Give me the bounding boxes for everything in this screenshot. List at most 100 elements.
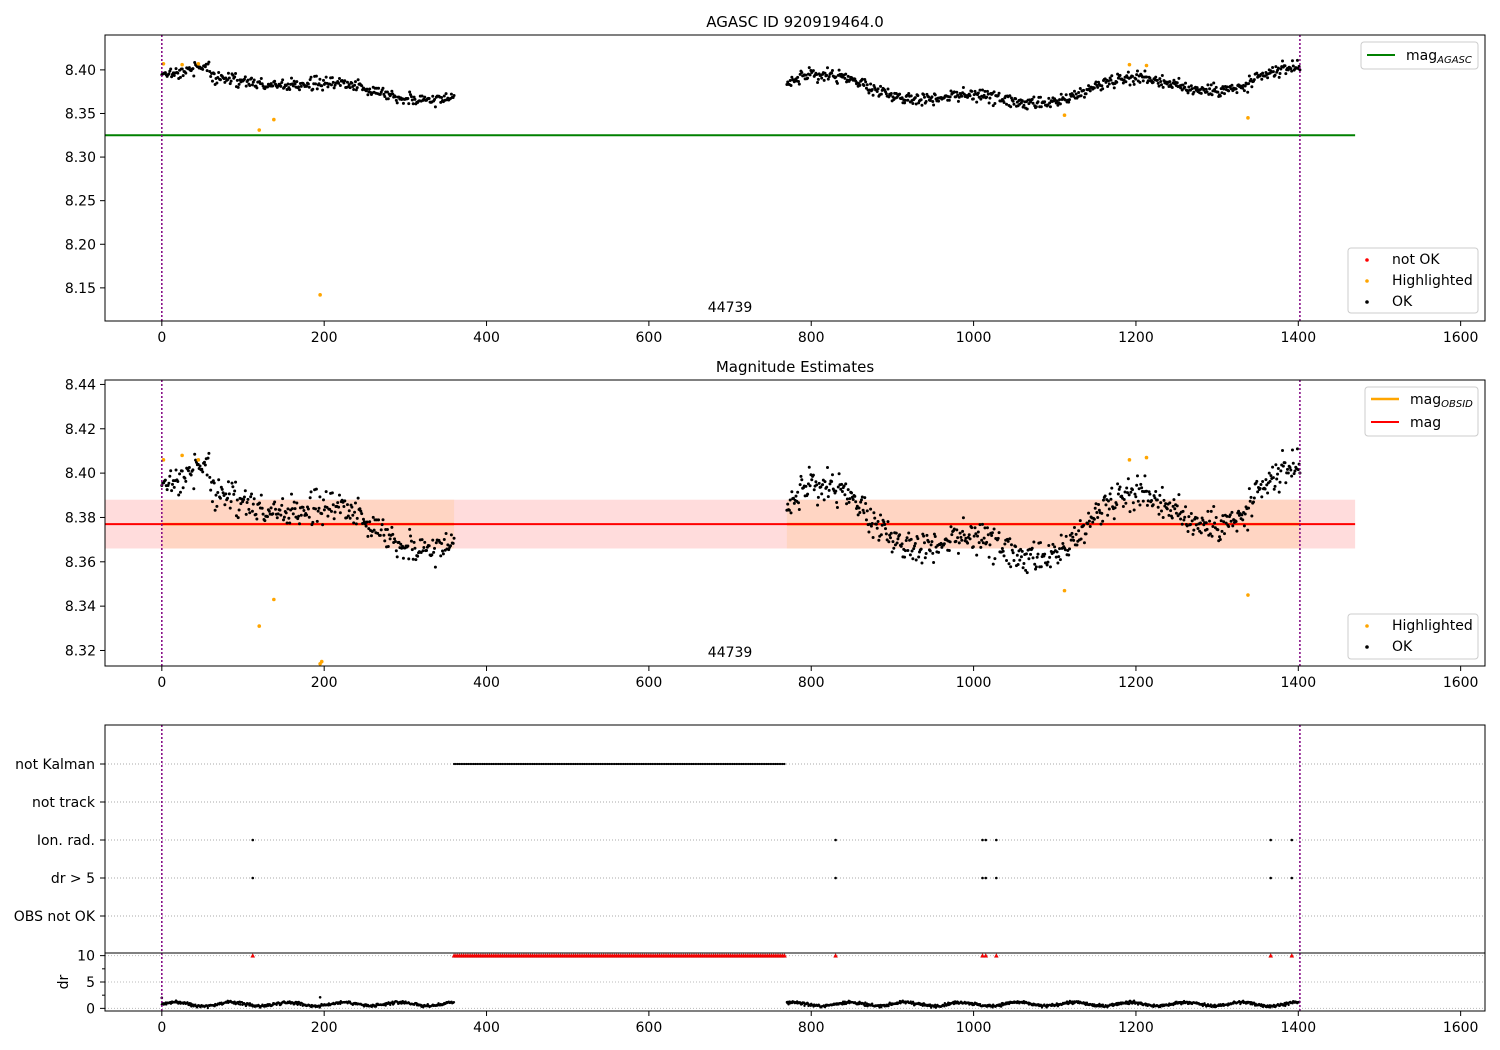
- ok-point: [1192, 90, 1196, 94]
- ok-point: [1247, 82, 1251, 86]
- ok-point: [889, 92, 893, 96]
- ok-point: [1229, 519, 1233, 523]
- ok-point: [1174, 511, 1178, 515]
- ok-point: [916, 94, 920, 98]
- flag-point: [638, 762, 641, 766]
- ok-point: [1286, 471, 1290, 475]
- ok-point: [1074, 532, 1078, 536]
- ok-point: [343, 79, 347, 83]
- ok-point: [242, 495, 246, 499]
- ok-point: [854, 500, 858, 504]
- ok-point: [871, 535, 875, 539]
- ok-point: [792, 496, 796, 500]
- ok-point: [416, 554, 420, 558]
- ok-point: [1097, 502, 1101, 506]
- flags-and-dr-panel: not Kalman not track Ion. rad. dr > 5 OBS no…: [14, 724, 1486, 1036]
- ok-point: [961, 85, 965, 89]
- flag-point: [701, 762, 704, 766]
- ok-point: [442, 537, 446, 541]
- legend-label-highlighted: Highlighted: [1392, 273, 1473, 289]
- flag-point: [485, 762, 488, 766]
- flag-point: [697, 762, 700, 766]
- ok-point: [1210, 534, 1214, 538]
- ok-point: [840, 482, 844, 486]
- y-tick-label: 8.15: [65, 281, 96, 297]
- flag-point: [565, 762, 568, 766]
- flag-point: [631, 762, 634, 766]
- ok-point: [172, 485, 176, 489]
- ok-point: [280, 503, 284, 507]
- ok-point: [827, 75, 831, 79]
- ok-point: [962, 533, 966, 537]
- ok-point: [1136, 499, 1140, 503]
- ok-point: [1298, 68, 1302, 72]
- ok-point: [842, 484, 846, 488]
- ok-point: [1127, 493, 1131, 497]
- ok-point: [317, 82, 321, 86]
- x-tick-label: 1400: [1280, 675, 1316, 691]
- ok-point: [170, 75, 174, 79]
- ok-point: [178, 75, 182, 79]
- ok-point: [1096, 85, 1100, 89]
- ok-point: [414, 558, 418, 562]
- ok-point: [912, 547, 916, 551]
- ok-point: [1078, 87, 1082, 91]
- ok-point: [353, 510, 357, 514]
- ok-point: [903, 555, 907, 559]
- ok-point: [886, 520, 890, 524]
- flag-point: [667, 762, 670, 766]
- ok-point: [1154, 75, 1158, 79]
- ok-point: [804, 73, 808, 77]
- flag-point: [781, 762, 784, 766]
- ok-point: [1043, 552, 1047, 556]
- ok-point: [834, 489, 838, 493]
- ok-point: [431, 538, 435, 542]
- ok-point: [884, 527, 888, 531]
- x-tick-label: 0: [157, 1020, 166, 1036]
- ok-point: [420, 94, 424, 98]
- flag-point: [715, 762, 718, 766]
- ok-point: [215, 504, 219, 508]
- ok-point: [177, 493, 181, 497]
- dr-point: [318, 995, 322, 999]
- ok-point: [888, 536, 892, 540]
- ok-point: [920, 103, 924, 107]
- ok-point: [1145, 75, 1149, 79]
- flag-point: [483, 762, 486, 766]
- ok-point: [1106, 499, 1110, 503]
- ok-point: [1082, 523, 1086, 527]
- ok-point: [1222, 87, 1226, 91]
- ok-point: [406, 97, 410, 101]
- highlighted-point: [319, 659, 324, 664]
- ok-point: [290, 76, 294, 80]
- ok-point: [1185, 524, 1189, 528]
- flag-point: [597, 762, 600, 766]
- flag-point: [588, 762, 591, 766]
- panel-title: AGASC ID 920919464.0: [706, 13, 884, 31]
- ok-point: [169, 67, 173, 71]
- ok-point: [980, 538, 984, 542]
- ok-point: [421, 549, 425, 553]
- flag-point: [767, 762, 770, 766]
- flag-point: [476, 762, 479, 766]
- dr-point: [374, 1005, 378, 1008]
- ok-point: [234, 480, 238, 484]
- ok-point: [423, 540, 427, 544]
- ok-point: [320, 512, 324, 516]
- ok-point: [284, 511, 288, 515]
- ok-point: [411, 102, 415, 106]
- ok-point: [1255, 71, 1259, 75]
- ok-point: [1146, 499, 1150, 503]
- ok-point: [407, 102, 411, 106]
- dr-point: [239, 1003, 242, 1006]
- ok-point: [201, 470, 205, 474]
- ok-point: [884, 532, 888, 536]
- ok-point: [987, 101, 991, 105]
- flag-point: [586, 762, 590, 766]
- ok-point: [867, 530, 871, 534]
- flag-point: [595, 762, 599, 766]
- ok-point: [244, 512, 248, 516]
- ok-point: [871, 93, 875, 97]
- flag-point: [499, 762, 502, 766]
- ok-point: [1214, 515, 1218, 519]
